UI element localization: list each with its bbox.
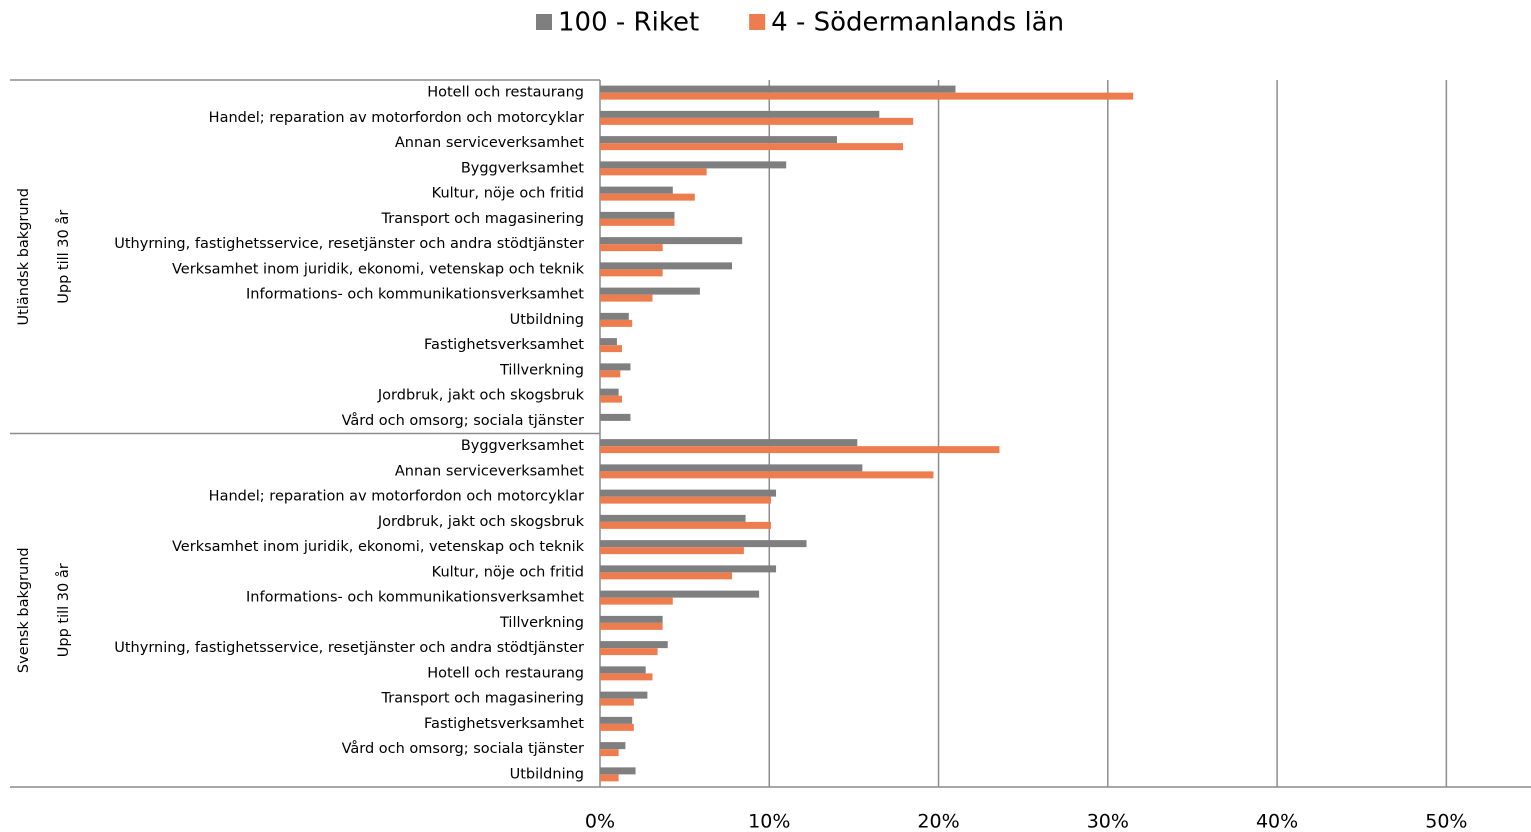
bar	[600, 439, 858, 447]
bar	[600, 143, 903, 151]
bar	[600, 211, 675, 219]
bar	[600, 345, 623, 353]
y-tick-label: Hotell och restaurang	[427, 85, 584, 101]
subgroup-label: Upp till 30 år	[55, 563, 72, 657]
y-tick-label: Utbildning	[510, 312, 584, 328]
bar	[600, 742, 626, 750]
bar	[600, 615, 663, 623]
bar	[600, 716, 633, 724]
y-tick-label: Tillverkning	[499, 615, 584, 631]
y-tick-label: Verksamhet inom juridik, ekonomi, vetens…	[172, 539, 585, 555]
bar	[600, 521, 771, 529]
x-tick-label: 40%	[1256, 811, 1298, 832]
y-tick-label: Informations- och kommunikationsverksamh…	[246, 590, 584, 606]
y-tick-label: Informations- och kommunikationsverksamh…	[246, 287, 584, 303]
y-tick-label: Hotell och restaurang	[427, 665, 584, 681]
bar	[600, 666, 646, 674]
x-tick-label: 20%	[917, 811, 959, 832]
y-tick-label: Tillverkning	[499, 362, 584, 378]
bar	[600, 262, 733, 270]
bar	[600, 572, 733, 580]
y-tick-label: Verksamhet inom juridik, ekonomi, vetens…	[172, 261, 585, 277]
bar	[600, 110, 880, 118]
bar	[600, 312, 629, 320]
bar	[600, 723, 634, 731]
bar	[600, 496, 771, 504]
y-tick-label: Vård och omsorg; sociala tjänster	[342, 412, 584, 429]
y-tick-label: Transport och magasinering	[381, 211, 584, 227]
bar	[600, 471, 934, 479]
y-tick-label: Jordbruk, jakt och skogsbruk	[377, 388, 585, 404]
bar	[600, 85, 956, 93]
bar	[600, 648, 658, 656]
bar	[600, 168, 707, 176]
y-tick-label: Annan serviceverksamhet	[395, 135, 584, 151]
x-tick-label: 0%	[585, 811, 615, 832]
bar	[600, 237, 743, 245]
bar	[600, 774, 619, 782]
y-tick-label: Jordbruk, jakt och skogsbruk	[377, 514, 585, 530]
y-tick-label: Fastighetsverksamhet	[424, 337, 584, 353]
x-tick-label: 10%	[748, 811, 790, 832]
y-tick-label: Vård och omsorg; sociala tjänster	[342, 740, 584, 757]
legend-swatch	[536, 14, 552, 30]
bar	[600, 193, 695, 201]
bar	[600, 244, 663, 252]
bar	[600, 117, 914, 125]
bar	[600, 218, 675, 226]
bar	[600, 565, 777, 573]
bar	[600, 370, 621, 378]
bar	[600, 749, 619, 757]
bar	[600, 540, 807, 548]
bar	[600, 413, 631, 421]
y-tick-label: Fastighetsverksamhet	[424, 716, 584, 732]
legend-label: 100 - Riket	[558, 8, 699, 38]
bar	[600, 590, 760, 598]
bar	[600, 673, 653, 681]
bar	[600, 489, 777, 497]
bar	[600, 269, 663, 277]
bar	[600, 294, 653, 302]
group-label: Svensk bakgrund	[16, 547, 32, 673]
bar	[600, 597, 673, 605]
bar	[600, 622, 663, 630]
bar	[600, 319, 633, 327]
y-tick-label: Byggverksamhet	[461, 438, 584, 454]
bar	[600, 514, 746, 522]
bar	[600, 186, 673, 194]
bar	[600, 691, 648, 699]
group-label: Utländsk bakgrund	[16, 188, 32, 325]
x-tick-label: 50%	[1425, 811, 1467, 832]
y-tick-label: Handel; reparation av motorfordon och mo…	[209, 110, 584, 126]
bar	[600, 464, 863, 472]
bar	[600, 767, 636, 775]
bar	[600, 641, 668, 649]
bar	[600, 161, 787, 169]
bar	[600, 388, 619, 396]
bar	[600, 363, 631, 371]
y-tick-label: Handel; reparation av motorfordon och mo…	[209, 489, 584, 505]
y-tick-label: Kultur, nöje och fritid	[432, 564, 584, 580]
y-tick-label: Uthyrning, fastighetsservice, resetjänst…	[114, 236, 584, 252]
y-tick-label: Uthyrning, fastighetsservice, resetjänst…	[114, 640, 584, 656]
subgroup-label: Upp till 30 år	[55, 210, 72, 304]
x-tick-label: 30%	[1087, 811, 1129, 832]
y-tick-label: Transport och magasinering	[381, 691, 584, 707]
bar	[600, 92, 1134, 100]
y-tick-label: Utbildning	[510, 766, 584, 782]
bar	[600, 698, 634, 706]
legend-label: 4 - Södermanlands län	[771, 8, 1064, 38]
y-tick-label: Kultur, nöje och fritid	[432, 186, 584, 202]
legend-swatch	[749, 14, 766, 30]
bar	[600, 395, 623, 403]
y-tick-label: Byggverksamhet	[461, 160, 584, 176]
bar	[600, 338, 617, 346]
y-tick-label: Annan serviceverksamhet	[395, 463, 584, 479]
bar	[600, 446, 1000, 454]
bar	[600, 136, 837, 144]
bar	[600, 547, 744, 555]
bar	[600, 287, 700, 295]
